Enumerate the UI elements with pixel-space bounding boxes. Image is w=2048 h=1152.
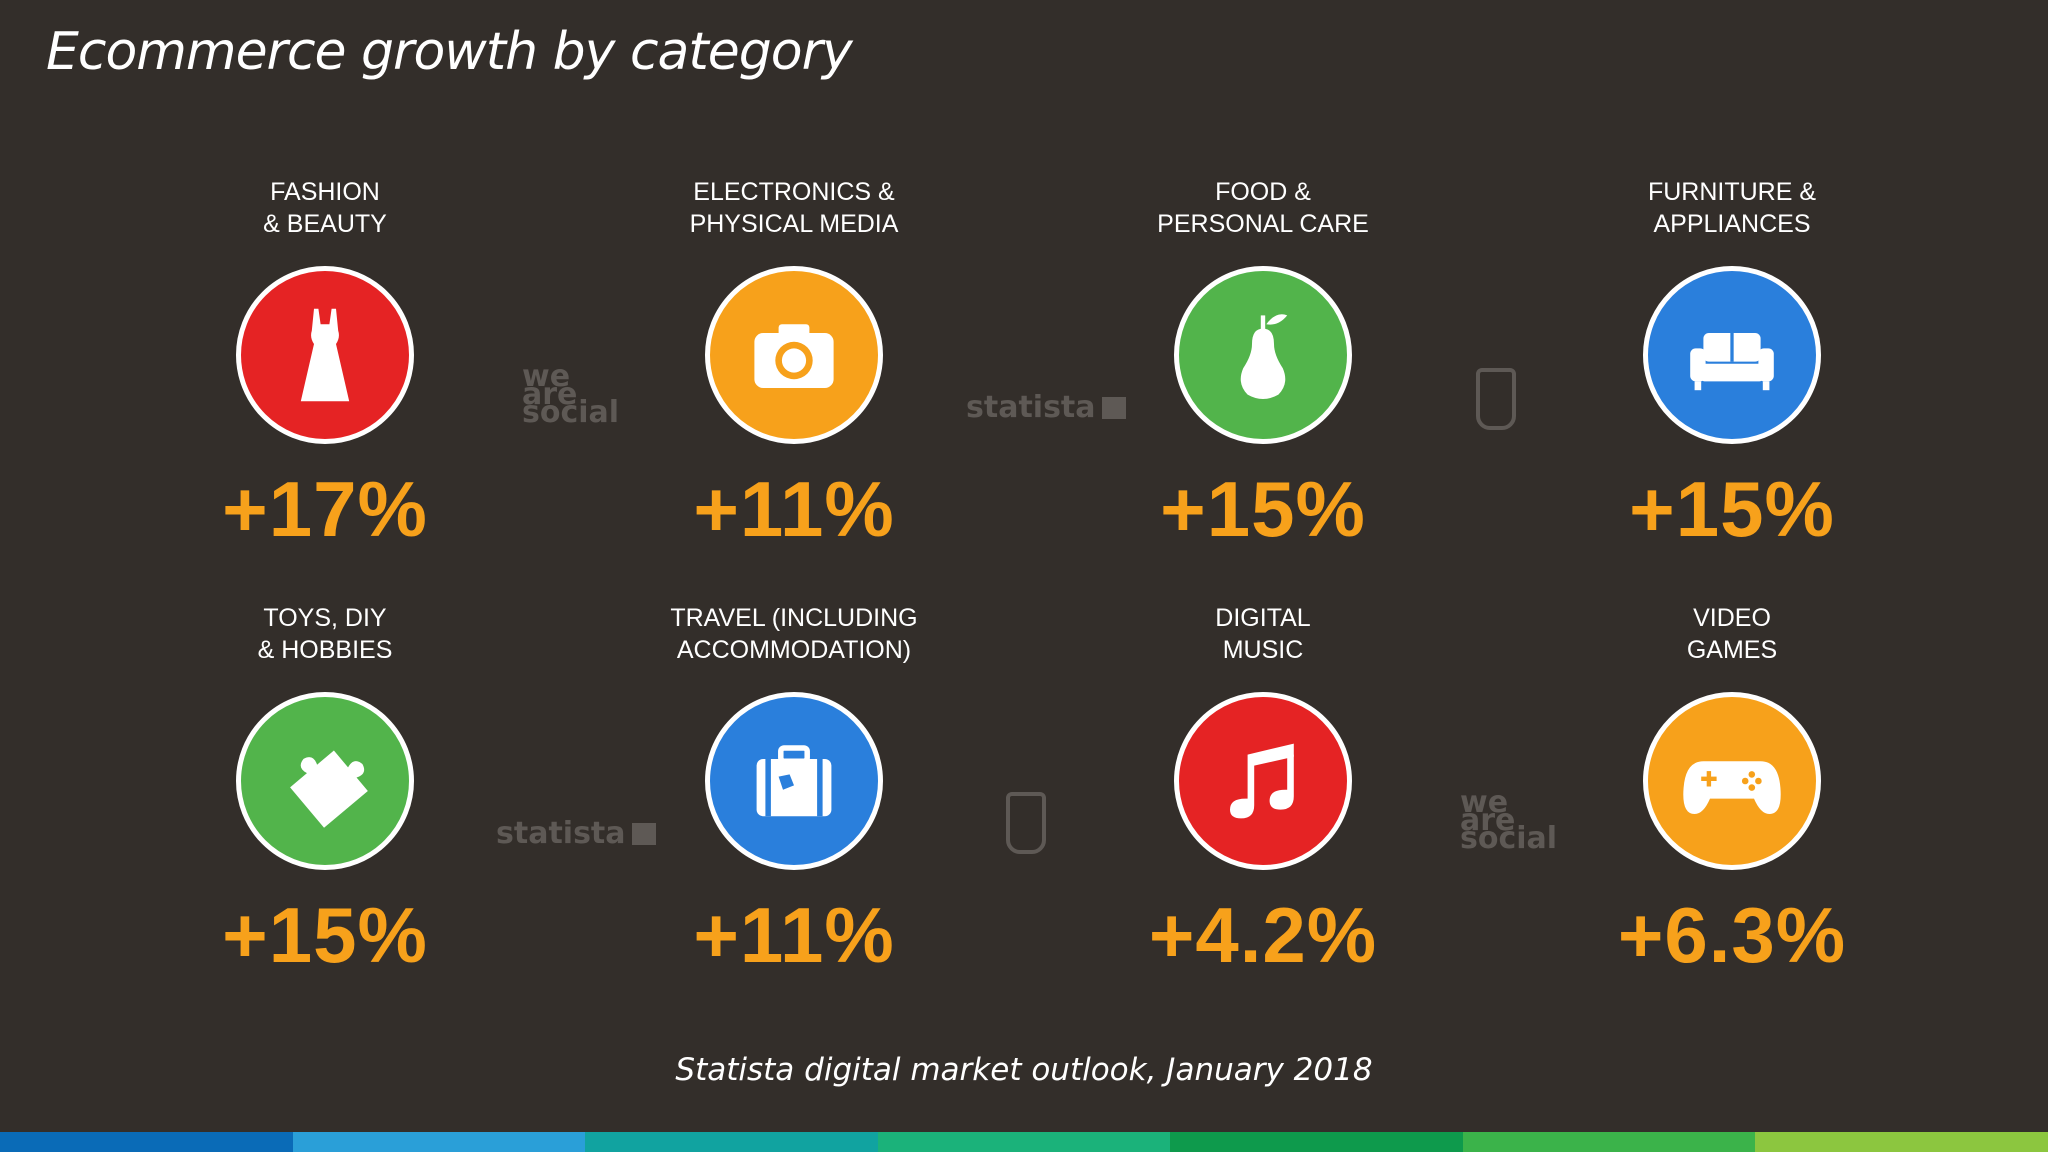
- category-label: FURNITURE & APPLIANCES: [1647, 178, 1817, 238]
- growth-value: +15%: [1160, 465, 1366, 553]
- category-video-games: VIDEO GAMES +6.3%: [1522, 602, 1942, 981]
- category-food-personal-care: FOOD & PERSONAL CARE +15%: [1053, 176, 1473, 555]
- pear-icon: [1174, 266, 1352, 444]
- stripe-segment: [292, 1132, 586, 1152]
- dress-icon: [236, 266, 414, 444]
- we-are-social-watermark: we are social: [522, 359, 620, 430]
- bottom-color-stripe: [0, 1132, 2048, 1152]
- category-label: VIDEO GAMES: [1686, 604, 1778, 664]
- growth-value: +6.3%: [1617, 891, 1847, 979]
- category-label: FASHION & BEAUTY: [263, 178, 387, 238]
- growth-value: +11%: [693, 891, 895, 979]
- camera-icon: [705, 266, 883, 444]
- category-label: FOOD & PERSONAL CARE: [1157, 178, 1369, 238]
- category-label: DIGITAL MUSIC: [1215, 604, 1311, 664]
- gamepad-icon: [1643, 692, 1821, 870]
- category-furniture-appliances: FURNITURE & APPLIANCES +15%: [1522, 176, 1942, 555]
- stripe-segment: [1755, 1132, 2048, 1152]
- category-electronics-physical-media: ELECTRONICS & PHYSICAL MEDIA +11%: [584, 176, 1004, 555]
- stripe-segment: [585, 1132, 878, 1152]
- statista-watermark: statista: [966, 390, 1126, 425]
- suitcase-icon: [705, 692, 883, 870]
- puzzle-icon: [236, 692, 414, 870]
- growth-value: +15%: [222, 891, 428, 979]
- growth-value: +17%: [222, 465, 428, 553]
- category-toys-diy-hobbies: TOYS, DIY & HOBBIES +15%: [115, 602, 535, 981]
- statista-watermark: statista: [496, 816, 656, 851]
- growth-value: +11%: [693, 465, 895, 553]
- owl-watermark-icon: [1006, 792, 1046, 854]
- stripe-segment: [1462, 1132, 1756, 1152]
- growth-value: +4.2%: [1148, 891, 1378, 979]
- stripe-segment: [0, 1132, 293, 1152]
- page-title: Ecommerce growth by category: [46, 22, 853, 82]
- stripe-segment: [877, 1132, 1171, 1152]
- stripe-segment: [1170, 1132, 1463, 1152]
- category-label: TRAVEL (INCLUDING ACCOMMODATION): [670, 604, 918, 664]
- sofa-icon: [1643, 266, 1821, 444]
- category-label: ELECTRONICS & PHYSICAL MEDIA: [689, 178, 899, 238]
- source-caption: Statista digital market outlook, January…: [675, 1052, 1373, 1088]
- music-note-icon: [1174, 692, 1352, 870]
- category-fashion-beauty: FASHION & BEAUTY +17%: [115, 176, 535, 555]
- we-are-social-watermark: we are social: [1460, 785, 1558, 856]
- category-travel-accommodation: TRAVEL (INCLUDING ACCOMMODATION) +11%: [584, 602, 1004, 981]
- owl-watermark-icon: [1476, 368, 1516, 430]
- growth-value: +15%: [1629, 465, 1835, 553]
- category-digital-music: DIGITAL MUSIC +4.2%: [1053, 602, 1473, 981]
- category-label: TOYS, DIY & HOBBIES: [257, 604, 393, 664]
